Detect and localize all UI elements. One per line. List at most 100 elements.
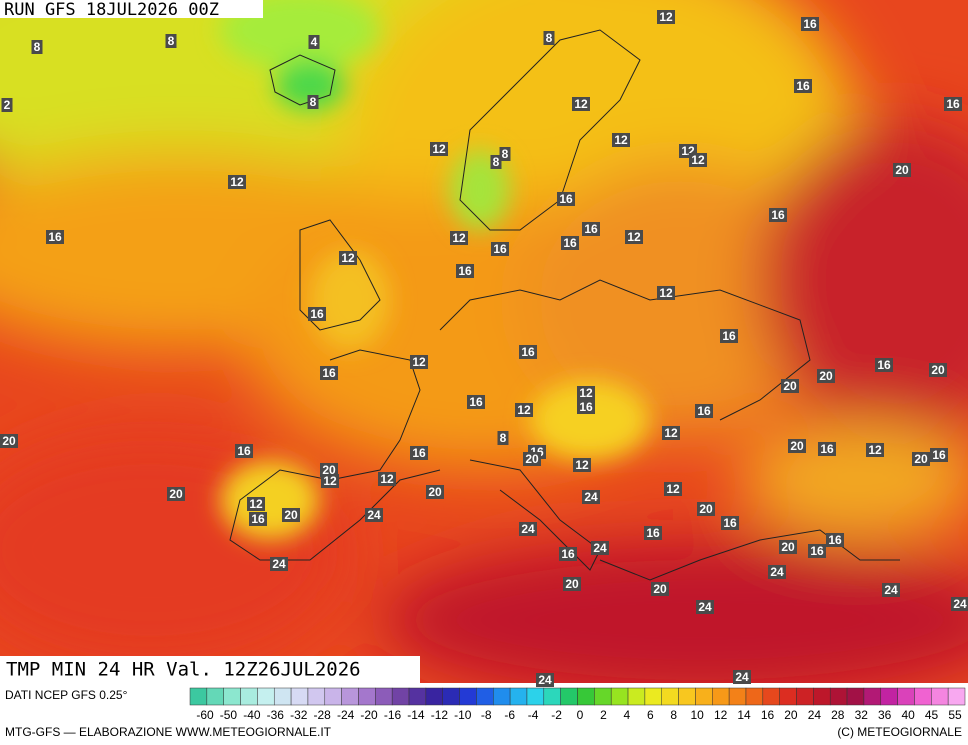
- contour-label: 20: [284, 508, 298, 522]
- legend-label: 32: [855, 708, 869, 722]
- contour-label-box: [523, 452, 541, 466]
- contour-label: 8: [310, 95, 317, 109]
- contour-label-box: [561, 236, 579, 250]
- contour-label-box: [818, 442, 836, 456]
- contour-label-box: [282, 508, 300, 522]
- legend-label: -50: [220, 708, 238, 722]
- contour-label: 12: [341, 251, 355, 265]
- legend-label: -12: [431, 708, 449, 722]
- contour-label: 12: [691, 153, 705, 167]
- contour-label-box: [490, 155, 502, 169]
- contour-label: 12: [664, 426, 678, 440]
- contour-label: 16: [803, 17, 817, 31]
- contour-label-box: [499, 147, 511, 161]
- contour-label: 16: [946, 97, 960, 111]
- color-swatch: [560, 687, 578, 706]
- color-swatch: [627, 687, 646, 706]
- legend-label: -16: [384, 708, 402, 722]
- legend-label: -60: [196, 708, 214, 722]
- contour-label: 24: [584, 490, 598, 504]
- contour-label-box: [875, 358, 893, 372]
- contour-label-box: [582, 490, 600, 504]
- contour-label-box: [307, 95, 319, 109]
- legend-label: 14: [737, 708, 751, 722]
- color-swatch: [846, 687, 865, 706]
- contour-label: 4: [311, 35, 318, 49]
- color-swatch: [762, 687, 780, 706]
- contour-label-box: [696, 600, 714, 614]
- contour-label-box: [779, 540, 797, 554]
- color-swatch: [863, 687, 882, 706]
- contour-label-box: [0, 434, 18, 448]
- contour-label-box: [651, 582, 669, 596]
- contour-label-box: [410, 355, 428, 369]
- contour-label-box: [733, 670, 751, 684]
- contour-label-box: [165, 34, 177, 48]
- color-swatch: [341, 687, 359, 706]
- contour-label: 20: [169, 487, 183, 501]
- color-swatch: [493, 687, 511, 706]
- run-title: RUN GFS 18JUL2026 00Z: [4, 0, 219, 20]
- contour-label-box: [912, 452, 930, 466]
- legend-label: -10: [454, 708, 472, 722]
- legend-label: 20: [784, 708, 798, 722]
- contour-label-box: [410, 446, 428, 460]
- contour-label: 20: [783, 379, 797, 393]
- legend-label: 45: [925, 708, 939, 722]
- color-swatch: [678, 687, 696, 706]
- contour-label-box: [515, 403, 533, 417]
- contour-label: 16: [810, 544, 824, 558]
- contour-label: 12: [868, 443, 882, 457]
- legend-label: 36: [878, 708, 892, 722]
- footer-right: (C) METEOGIORNALE: [837, 725, 962, 739]
- contour-label: 20: [790, 439, 804, 453]
- color-swatch: [375, 687, 393, 706]
- contour-label: 12: [380, 472, 394, 486]
- color-swatch: [509, 687, 528, 706]
- color-swatch: [257, 687, 275, 706]
- contour-label-box: [456, 264, 474, 278]
- color-swatch: [189, 687, 208, 706]
- color-swatch: [712, 687, 730, 706]
- contour-label-box: [519, 345, 537, 359]
- contour-label: 20: [322, 463, 336, 477]
- contour-label: 24: [538, 673, 552, 687]
- color-swatch: [459, 687, 477, 706]
- contour-label-box: [930, 448, 948, 462]
- contour-label-box: [801, 17, 819, 31]
- contour-label: 20: [895, 163, 909, 177]
- legend-label: 24: [808, 708, 822, 722]
- contour-label: 16: [521, 345, 535, 359]
- color-swatch: [391, 687, 410, 706]
- contour-label-box: [321, 474, 339, 488]
- contour-label-box: [491, 242, 509, 256]
- contour-label-box: [591, 541, 609, 555]
- map: [0, 0, 968, 683]
- legend-label: -24: [337, 708, 355, 722]
- legend-label: -6: [504, 708, 515, 722]
- color-swatch: [728, 687, 747, 706]
- contour-label-box: [559, 547, 577, 561]
- coastlines: [229, 29, 900, 581]
- contour-label-box: [573, 458, 591, 472]
- contour-label-box: [944, 97, 962, 111]
- contour-label-box: [720, 329, 738, 343]
- contour-label: 12: [659, 10, 673, 24]
- contour-label-box: [644, 526, 662, 540]
- contour-label: 24: [698, 600, 712, 614]
- contour-label-box: [697, 502, 715, 516]
- contour-label: 12: [575, 458, 589, 472]
- contour-label-box: [662, 426, 680, 440]
- header-box: [0, 0, 263, 18]
- color-swatch: [324, 687, 342, 706]
- contour-label: 24: [770, 565, 784, 579]
- contour-label-box: [430, 142, 448, 156]
- color-swatch: [644, 687, 662, 706]
- contour-label: 16: [469, 395, 483, 409]
- contour-label-box: [249, 512, 267, 526]
- contour-label: 2: [4, 98, 11, 112]
- legend-label: -14: [407, 708, 425, 722]
- legend-label: 55: [948, 708, 962, 722]
- color-swatch: [695, 687, 713, 706]
